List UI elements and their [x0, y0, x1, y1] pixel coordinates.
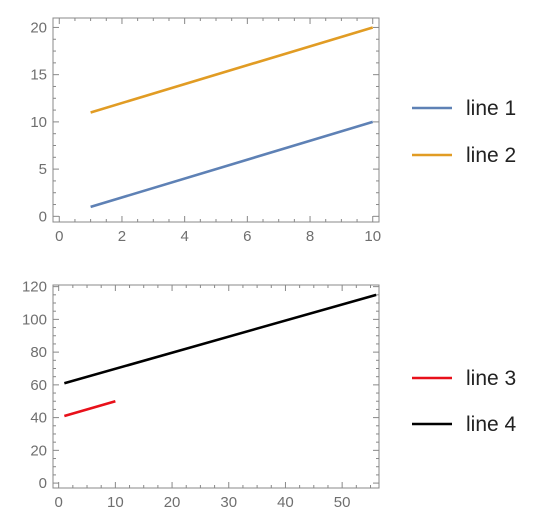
- y-tick-label: 80: [30, 344, 47, 361]
- y-tick-label: 40: [30, 410, 47, 427]
- legend-label: line 4: [466, 413, 517, 436]
- y-tick-label: 0: [39, 208, 47, 225]
- x-tick-label: 10: [107, 494, 124, 511]
- x-tick-label: 8: [306, 228, 314, 245]
- legend-label: line 1: [466, 97, 516, 120]
- legend: line 3 line 4: [412, 367, 517, 436]
- x-tick-label: 10: [364, 228, 381, 245]
- y-tick-label: 0: [39, 475, 47, 492]
- x-tick-label: 0: [54, 494, 62, 511]
- y-tick-label: 5: [39, 161, 47, 178]
- y-tick-label: 10: [30, 114, 47, 131]
- y-tick-label: 100: [22, 311, 47, 328]
- series-line-line-2: [90, 26, 374, 114]
- x-tick-label: 40: [277, 494, 294, 511]
- x-tick-label: 20: [164, 494, 181, 511]
- y-tick-label: 120: [22, 279, 47, 296]
- x-tick-label: 6: [243, 228, 251, 245]
- x-tick-label: 30: [220, 494, 237, 511]
- x-tick-label: 50: [334, 494, 351, 511]
- y-tick-label: 20: [30, 19, 47, 36]
- legend: line 1 line 2: [412, 97, 516, 167]
- chart-1: 0 2 4 6 8 10 0 5 10 15 20: [30, 17, 381, 245]
- series-line-line-3: [63, 399, 116, 418]
- y-tick-label: 20: [30, 442, 47, 459]
- series-line-line-1: [90, 120, 374, 209]
- x-tick-label: 2: [118, 228, 126, 245]
- x-tick-label: 4: [180, 228, 188, 245]
- legend-label: line 2: [466, 144, 516, 167]
- x-tick-label: 0: [55, 228, 63, 245]
- plot-frame: [52, 17, 380, 223]
- y-tick-label: 60: [30, 377, 47, 394]
- series-line-line-4: [63, 293, 377, 385]
- y-tick-label: 15: [30, 67, 47, 84]
- chart-2: 0 10 20 30 40 50 0 20 40 60 80 100 120: [22, 279, 380, 511]
- legend-label: line 3: [466, 367, 516, 390]
- plot-frame: [52, 284, 380, 489]
